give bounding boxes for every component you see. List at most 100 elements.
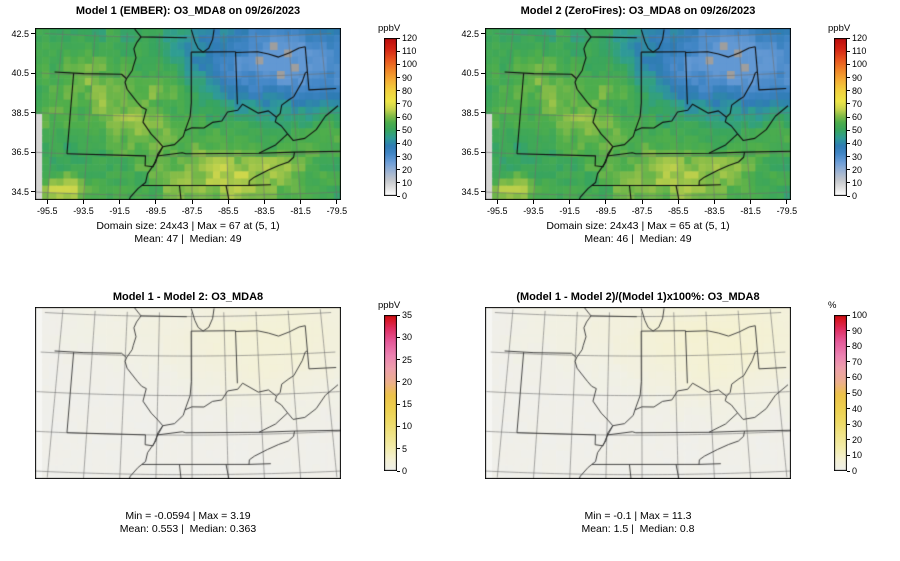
colorbar-tick-mark	[847, 314, 850, 316]
colorbar-tick-label: 30	[402, 332, 413, 343]
x-axis-tick-mark	[496, 200, 498, 204]
colorbar-tick-label: 40	[402, 138, 413, 149]
colorbar-tick-label: 20	[402, 164, 413, 175]
panel-title: (Model 1 - Model 2)/(Model 1)x100%: O3_M…	[516, 291, 760, 303]
colorbar-tick-mark	[397, 314, 400, 316]
model1-map-canvas	[35, 28, 341, 200]
colorbar-tick-mark	[397, 381, 400, 383]
colorbar-unit-label: ppbV	[378, 23, 401, 34]
y-axis-tick-mark	[31, 151, 35, 153]
colorbar-tick-label: 0	[852, 191, 858, 201]
colorbar-tick-mark	[397, 403, 400, 405]
colorbar-tick-label: 120	[402, 33, 418, 43]
colorbar-tick-label: 90	[852, 325, 863, 336]
x-axis-tick-mark	[532, 200, 534, 204]
colorbar-tick-label: 0	[402, 466, 408, 476]
colorbar-tick-mark	[397, 37, 400, 39]
y-axis-tick-mark	[481, 112, 485, 114]
colorbar-tick-label: 20	[402, 376, 413, 387]
colorbar-tick-label: 80	[852, 341, 863, 352]
colorbar-tick-mark	[397, 142, 400, 144]
colorbar-tick-label: 70	[402, 98, 413, 109]
panel-difference: Model 1 - Model 2: O3_MDA8 ppbV Min = -0…	[0, 281, 450, 561]
colorbar-tick-label: 30	[852, 151, 863, 162]
x-axis-tick-label: -79.5	[776, 206, 798, 216]
y-axis-tick-mark	[481, 191, 485, 193]
panel-model2-zerofires: Model 2 (ZeroFires): O3_MDA8 on 09/26/20…	[450, 0, 900, 280]
colorbar-tick-mark	[397, 156, 400, 157]
x-axis-tick-label: -79.5	[326, 206, 348, 216]
colorbar-tick-label: 60	[852, 372, 863, 383]
x-axis-tick-label: -93.5	[73, 206, 94, 216]
percent-difference-map-canvas	[485, 307, 791, 479]
panel-percent-difference: (Model 1 - Model 2)/(Model 1)x100%: O3_M…	[450, 281, 900, 561]
x-axis-tick-label: -91.5	[109, 206, 130, 216]
x-axis-tick-mark	[191, 200, 193, 204]
model1-colorbar-canvas	[384, 38, 397, 196]
colorbar-tick-mark	[847, 50, 850, 52]
colorbar-tick-mark	[397, 63, 400, 65]
colorbar-tick-mark	[397, 182, 400, 184]
y-axis-tick-mark	[481, 151, 485, 153]
colorbar-tick-label: 20	[852, 434, 863, 445]
x-axis-tick-mark	[155, 200, 157, 204]
x-axis-tick-mark	[82, 200, 84, 204]
colorbar-tick-mark	[397, 77, 400, 78]
colorbar-tick-mark	[847, 330, 850, 332]
colorbar-tick-mark	[397, 425, 400, 427]
x-axis-tick-label: -95.5	[36, 206, 58, 216]
x-axis-tick-label: -87.5	[631, 206, 653, 216]
colorbar-tick-mark	[397, 129, 400, 131]
y-axis-tick-label: 38.5	[11, 107, 29, 118]
x-axis-tick-mark	[263, 200, 265, 204]
x-axis-tick-label: -95.5	[486, 206, 508, 216]
colorbar-unit-label: ppbV	[378, 300, 401, 311]
y-axis-tick-mark	[31, 33, 35, 34]
colorbar-tick-mark	[847, 470, 850, 472]
colorbar-tick-label: 0	[852, 466, 858, 476]
colorbar-tick-mark	[397, 103, 400, 105]
x-axis-tick-mark	[605, 200, 607, 204]
stats-line-mean-median: Mean: 47 | Median: 49	[134, 233, 242, 245]
panel-title: Model 1 (EMBER): O3_MDA8 on 09/26/2023	[75, 5, 301, 17]
colorbar-unit-label: ppbV	[828, 23, 851, 34]
colorbar-tick-label: 20	[852, 164, 863, 175]
colorbar-tick-mark	[397, 336, 400, 338]
colorbar-tick-label: 15	[402, 399, 413, 410]
y-axis-tick-mark	[31, 72, 35, 74]
x-axis-tick-label: -87.5	[181, 206, 203, 216]
colorbar-tick-label: 100	[852, 59, 868, 70]
colorbar-tick-label: 10	[852, 450, 863, 461]
stats-line-domain-max: Domain size: 24x43 | Max = 65 at (5, 1)	[546, 220, 730, 232]
x-axis-tick-label: -85.5	[218, 206, 239, 216]
colorbar-tick-label: 60	[852, 112, 863, 122]
colorbar-tick-label: 90	[852, 72, 863, 83]
x-axis-tick-label: -93.5	[523, 206, 544, 216]
colorbar-tick-mark	[847, 156, 850, 157]
x-axis-tick-label: -89.5	[595, 206, 617, 216]
colorbar-tick-mark	[847, 345, 850, 347]
colorbar-tick-label: 50	[402, 125, 413, 136]
stats-line-mean-median: Mean: 0.553 | Median: 0.363	[119, 523, 257, 535]
colorbar-tick-mark	[847, 37, 850, 39]
colorbar-unit-label: %	[828, 300, 837, 311]
colorbar-tick-label: 10	[402, 421, 413, 432]
colorbar-tick-label: 30	[852, 419, 863, 430]
x-axis-tick-mark	[46, 200, 48, 204]
y-axis-tick-label: 36.5	[11, 147, 29, 158]
x-axis-tick-mark	[569, 200, 571, 204]
colorbar-tick-mark	[397, 195, 400, 197]
stats-line-mean-median: Mean: 1.5 | Median: 0.8	[581, 523, 695, 535]
colorbar-tick-label: 110	[402, 46, 417, 57]
panel-title: Model 1 - Model 2: O3_MDA8	[112, 291, 264, 303]
x-axis-tick-mark	[677, 200, 679, 204]
x-axis-tick-label: -81.5	[740, 206, 761, 216]
percent-difference-colorbar-canvas	[834, 315, 847, 471]
y-axis-tick-label: 34.5	[461, 186, 479, 197]
colorbar-tick-label: 120	[852, 33, 868, 43]
difference-colorbar-canvas	[384, 315, 397, 471]
colorbar-tick-label: 50	[852, 125, 863, 136]
y-axis-tick-mark	[31, 112, 35, 114]
colorbar-tick-label: 35	[402, 310, 413, 320]
